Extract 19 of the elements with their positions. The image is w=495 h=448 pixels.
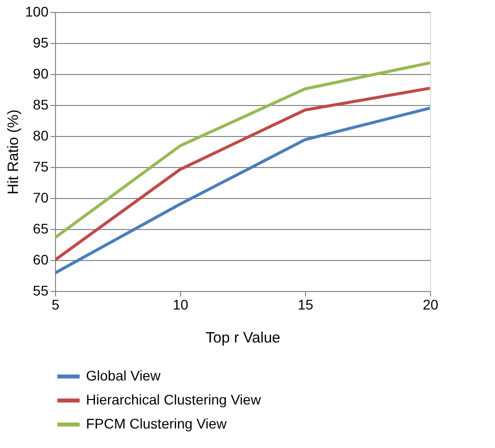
y-axis-title: Hit Ratio (%): [5, 109, 22, 195]
x-tick-label: 10: [172, 296, 188, 312]
y-tick-label: 75: [32, 158, 49, 174]
y-tick-label: 85: [32, 96, 49, 112]
y-tick-label: 100: [25, 4, 49, 20]
y-tick-label: 90: [32, 66, 49, 82]
y-tick-label: 95: [32, 34, 49, 50]
y-tick-label: 55: [32, 282, 49, 298]
legend-label: Hierarchical Clustering View: [86, 392, 262, 408]
x-tick-label: 15: [298, 296, 314, 312]
y-tick-label: 60: [32, 252, 49, 268]
y-tick-label: 80: [32, 128, 49, 144]
legend-label: Global View: [86, 368, 162, 384]
x-tick-label: 5: [52, 296, 60, 312]
legend-label: FPCM Clustering View: [86, 416, 228, 432]
x-tick-label: 20: [422, 296, 438, 312]
y-tick-label: 70: [32, 190, 49, 206]
x-axis-title: Top r Value: [206, 330, 280, 346]
y-tick-label: 65: [32, 220, 49, 236]
